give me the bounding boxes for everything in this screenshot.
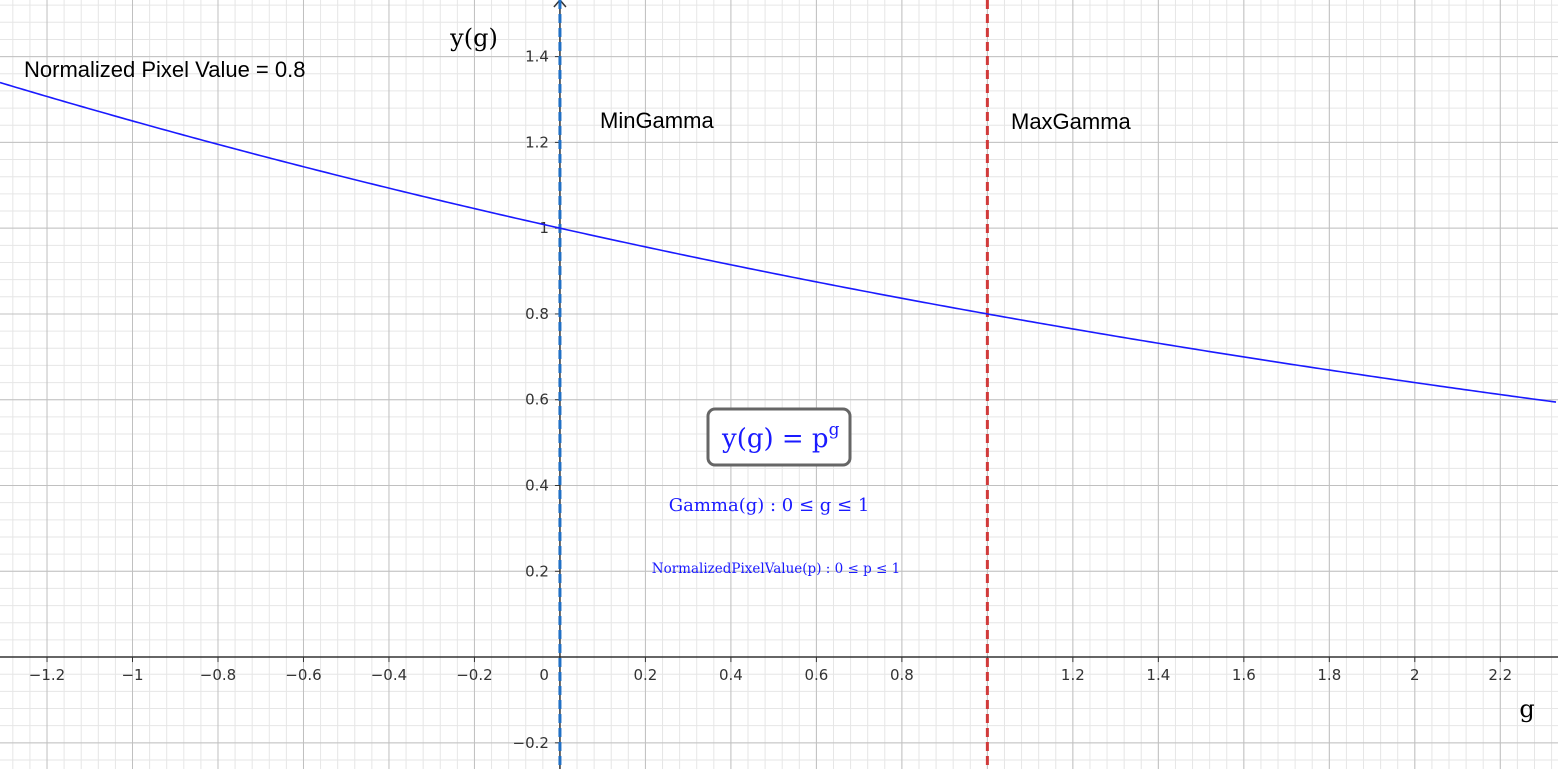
formula-exponent: g <box>829 420 840 440</box>
x-tick-label: 1.8 <box>1317 666 1341 684</box>
x-tick-label: 0.2 <box>633 666 657 684</box>
min-gamma-label: MinGamma <box>600 108 714 133</box>
series-curve <box>0 81 1557 403</box>
x-tick-label: −1.2 <box>29 666 65 684</box>
x-tick-label: 0.6 <box>804 666 828 684</box>
x-tick-label: −0.4 <box>371 666 407 684</box>
pixel-range-text: NormalizedPixelValue(p) : 0 ≤ p ≤ 1 <box>652 561 900 577</box>
x-tick-label: 1.2 <box>1061 666 1085 684</box>
curve-layer <box>0 81 1557 403</box>
y-tick-label: 0.6 <box>525 391 549 409</box>
formula-text: y(g) = pg <box>721 420 840 454</box>
y-tick-label: 1.2 <box>525 133 549 151</box>
x-tick-label: −0.8 <box>200 666 236 684</box>
tick-labels: −1.2 −1 −0.8 −0.6 −0.4 −0.2 0.2 0.4 0.6 0.8 1.2 1.4… <box>29 48 1512 752</box>
x-tick-label: −0.2 <box>456 666 492 684</box>
x-tick-label: 1.4 <box>1146 666 1170 684</box>
x-tick-label: 2 <box>1410 666 1420 684</box>
annotation-layer: y(g) g Normalized Pixel Value = 0.8 MinG… <box>24 24 1535 723</box>
y-axis-arrow <box>553 0 567 8</box>
x-tick-label: −0.6 <box>285 666 321 684</box>
max-gamma-label: MaxGamma <box>1011 109 1132 134</box>
origin-tick-label: 0 <box>539 666 549 684</box>
y-tick-label: 0.8 <box>525 305 549 323</box>
x-tick-label: 0.4 <box>719 666 743 684</box>
x-tick-label: 1.6 <box>1232 666 1256 684</box>
formula-base: y(g) = p <box>721 424 829 454</box>
y-tick-label: 1.4 <box>525 48 549 66</box>
x-tick-label: 2.2 <box>1488 666 1512 684</box>
gamma-range-text: Gamma(g) : 0 ≤ g ≤ 1 <box>669 495 870 516</box>
x-tick-label: −1 <box>121 666 143 684</box>
series-label: Normalized Pixel Value = 0.8 <box>24 57 305 82</box>
x-axis-title: g <box>1519 695 1534 723</box>
x-tick-label: 0.8 <box>890 666 914 684</box>
formula-box <box>706 407 852 467</box>
y-tick-label: 0.4 <box>525 477 549 495</box>
y-tick-label: 0.2 <box>525 562 549 580</box>
gamma-bound-lines <box>558 0 989 769</box>
y-tick-label: 1 <box>539 219 549 237</box>
y-axis-title: y(g) <box>449 24 498 52</box>
y-tick-label: −0.2 <box>513 734 549 752</box>
